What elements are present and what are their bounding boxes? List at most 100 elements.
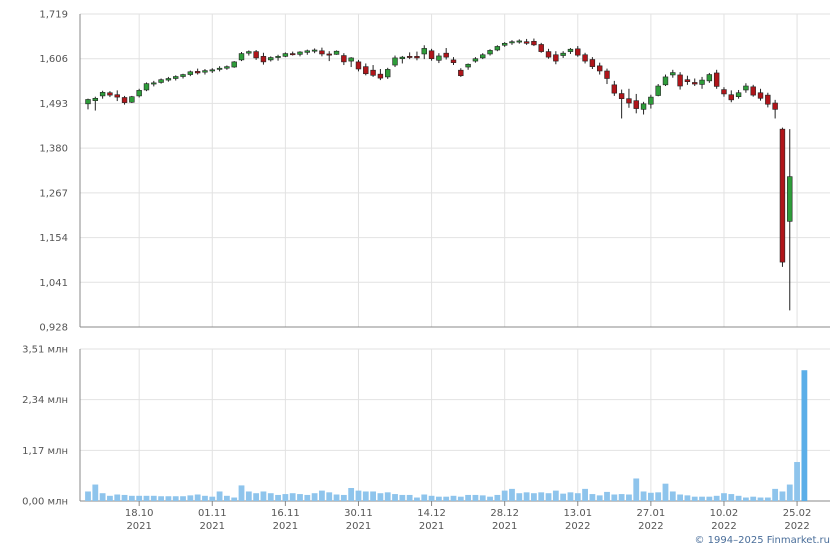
volume-bar [786,484,793,501]
volume-bar [370,491,376,501]
price-tick-label: 1,719 [39,10,68,21]
price-tick-label: 1,041 [39,278,68,289]
volume-bar [523,492,530,501]
candle-body [567,48,574,52]
volume-tick-label: 2,34 млн [22,395,68,406]
volume-bar [574,493,581,501]
x-tick-label-year: 2021 [273,521,298,532]
x-tick-label-date: 01.11 [198,508,227,519]
candle-body [355,61,362,70]
candle-body [348,57,354,62]
candle-body [319,50,325,55]
candle-body [260,56,267,63]
candle-body [728,94,734,101]
volume-bar [721,493,727,501]
candle-body [304,50,310,53]
candle-body [713,72,720,87]
volume-series [85,370,808,501]
candle-body [121,97,128,103]
candle-body [399,56,406,60]
volume-bar [267,493,274,501]
candle-body [765,94,771,105]
candle-body [662,76,669,86]
volume-bar [479,495,486,501]
x-tick-label-year: 2021 [346,521,371,532]
volume-bar [567,492,574,501]
candle-body [268,57,274,61]
candle-body [363,66,369,75]
candle-body [99,92,106,97]
candle-body [377,73,384,79]
volume-bar [355,490,362,501]
volume-bar [216,491,223,501]
candle-body [787,176,793,222]
price-tick-label: 1,380 [39,144,68,155]
volume-bar [560,493,567,501]
volume-bar [428,495,435,501]
candle-body [655,85,661,96]
candle-body [721,89,727,95]
candle-body [92,97,99,101]
volume-bar [128,495,135,501]
candle-body [282,53,289,57]
volume-bar [611,494,618,501]
candle-body [465,63,471,68]
candle-body [494,46,501,51]
candle-body [516,40,522,43]
candle-body [596,65,603,72]
candle-body [677,74,683,87]
candle-body [553,54,559,62]
x-tick-label-date: 10.02 [710,508,739,519]
candle-body [85,99,91,105]
volume-bar [99,493,106,501]
volume-bar [699,496,705,501]
candle-body [750,86,756,96]
copyright-text: © 1994–2025 Finmarket.ru [694,535,830,546]
x-tick-label-date: 18.10 [125,508,154,519]
volume-bar [450,495,457,501]
volume-bar [253,493,260,501]
volume-bar [114,494,121,501]
volume-bar [311,493,318,501]
volume-bar [501,490,508,501]
volume-bar [801,370,808,501]
candle-body [509,41,515,44]
volume-bar [340,494,347,501]
candle-body [107,92,113,96]
volume-bar [231,497,238,501]
volume-bar [743,497,749,501]
candle-body [311,49,318,52]
candle-body [289,53,296,56]
volume-bar [260,491,267,501]
volume-bar [516,493,523,501]
candle-body [640,103,647,110]
candle-body [238,53,245,61]
volume-bar [435,496,442,501]
candle-body [428,50,435,60]
candle-body [757,92,764,99]
volume-bar [531,493,537,501]
candle-body [692,82,698,85]
candle-body [545,51,552,58]
volume-tick-label: 3,51 млн [22,345,68,356]
candle-body [129,96,135,103]
volume-bar [180,496,186,501]
volume-bar [764,497,771,501]
x-tick-label-date: 13.01 [563,508,592,519]
volume-bar [121,494,128,501]
candle-body [385,69,391,78]
candle-body [443,52,449,58]
candle-body [458,69,464,77]
volume-bar [85,491,91,501]
candle-body [706,74,713,82]
candle-body [194,71,201,74]
volume-bar [392,494,398,501]
price-tick-label: 1,493 [39,99,68,110]
volume-tick-label: 0,00 млн [22,497,68,508]
volume-bar [384,492,391,501]
candlestick-series [85,38,793,311]
volume-axis-labels: 3,51 млн 2,34 млн 1,17 млн 0,00 млн [22,345,68,508]
candle-body [480,54,486,59]
volume-bar [194,494,201,501]
volume-bar [238,485,245,501]
